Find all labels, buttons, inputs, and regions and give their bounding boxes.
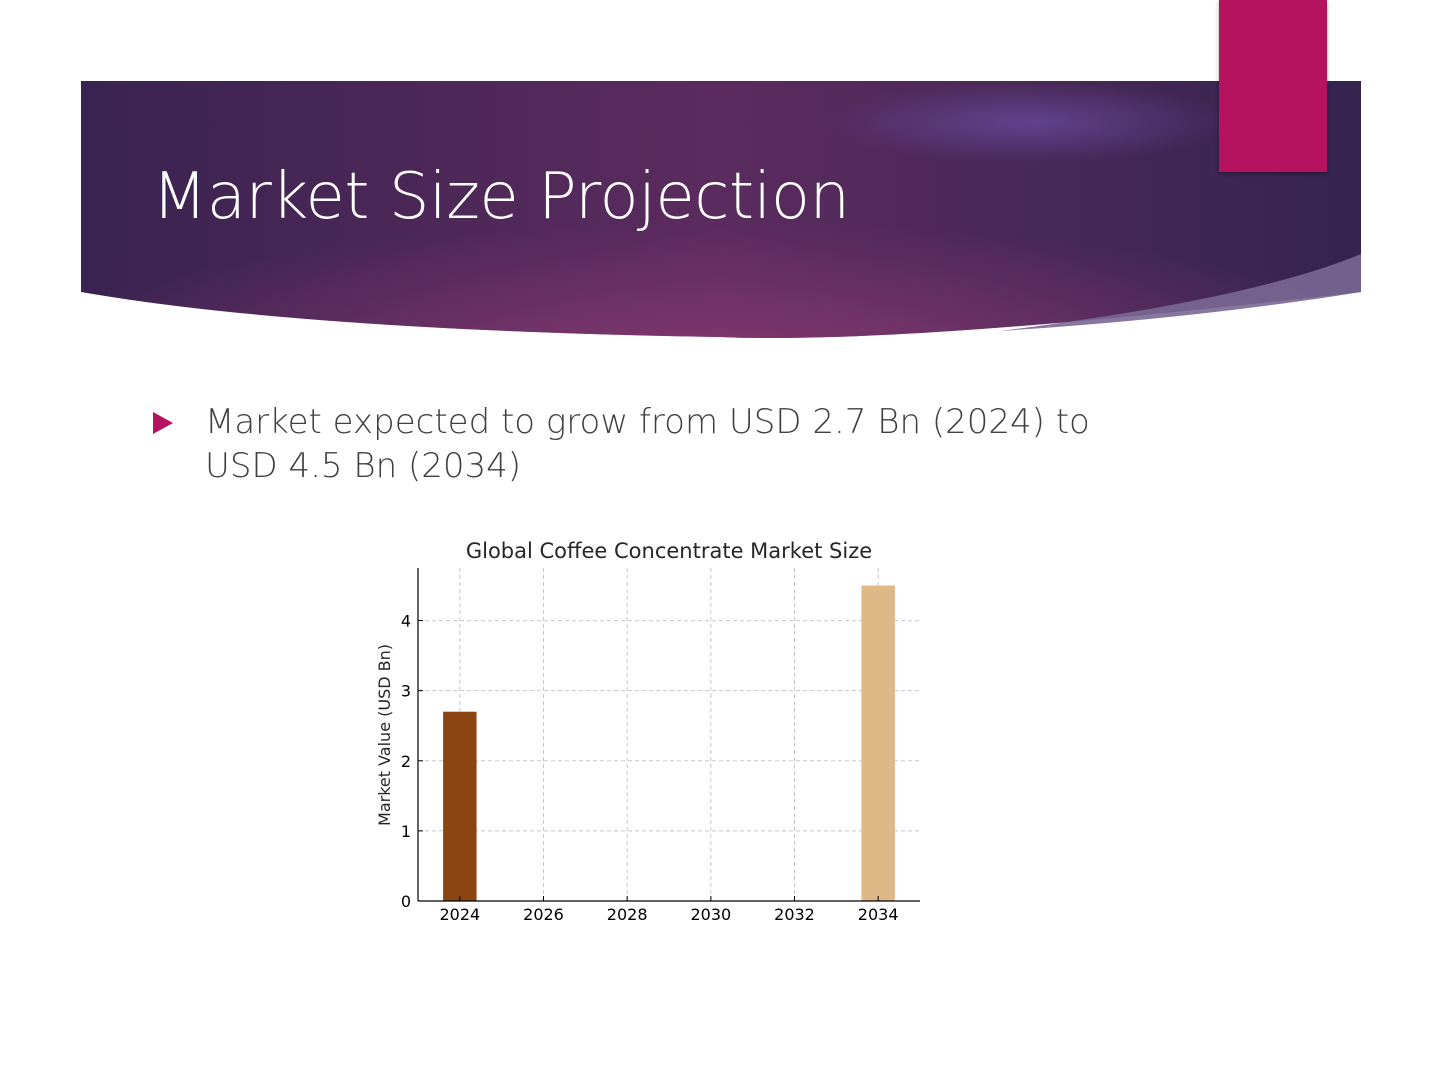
title-banner <box>81 81 1361 339</box>
x-tick-label: 2034 <box>858 905 899 924</box>
x-tick-label: 2030 <box>690 905 731 924</box>
x-tick-label: 2032 <box>774 905 815 924</box>
y-tick-label: 0 <box>401 892 411 911</box>
bullet-text: Market expected to grow from USD 2.7 Bn … <box>205 402 1090 486</box>
y-tick-label: 3 <box>401 682 411 701</box>
y-tick-label: 2 <box>401 752 411 771</box>
y-tick-label: 4 <box>401 612 411 631</box>
x-tick-label: 2026 <box>523 905 564 924</box>
market-size-chart: 2024 2026 2028 2030 2032 2034 0 1 2 3 4 Global Cof… <box>375 539 920 924</box>
y-tick-label: 1 <box>401 822 411 841</box>
bullet-arrow-icon <box>153 412 173 434</box>
banner-swoosh <box>1000 254 1361 331</box>
x-tick-label: 2024 <box>439 905 480 924</box>
y-axis-label: Market Value (USD Bn) <box>375 644 394 826</box>
accent-tab <box>1219 0 1327 172</box>
bar-2034 <box>861 585 895 901</box>
x-tick-label: 2028 <box>607 905 648 924</box>
chart-title: Global Coffee Concentrate Market Size <box>466 539 872 563</box>
bar-2024 <box>443 711 477 901</box>
banner-highlight <box>81 81 1361 339</box>
slide-title: Market Size Projection <box>152 160 850 234</box>
